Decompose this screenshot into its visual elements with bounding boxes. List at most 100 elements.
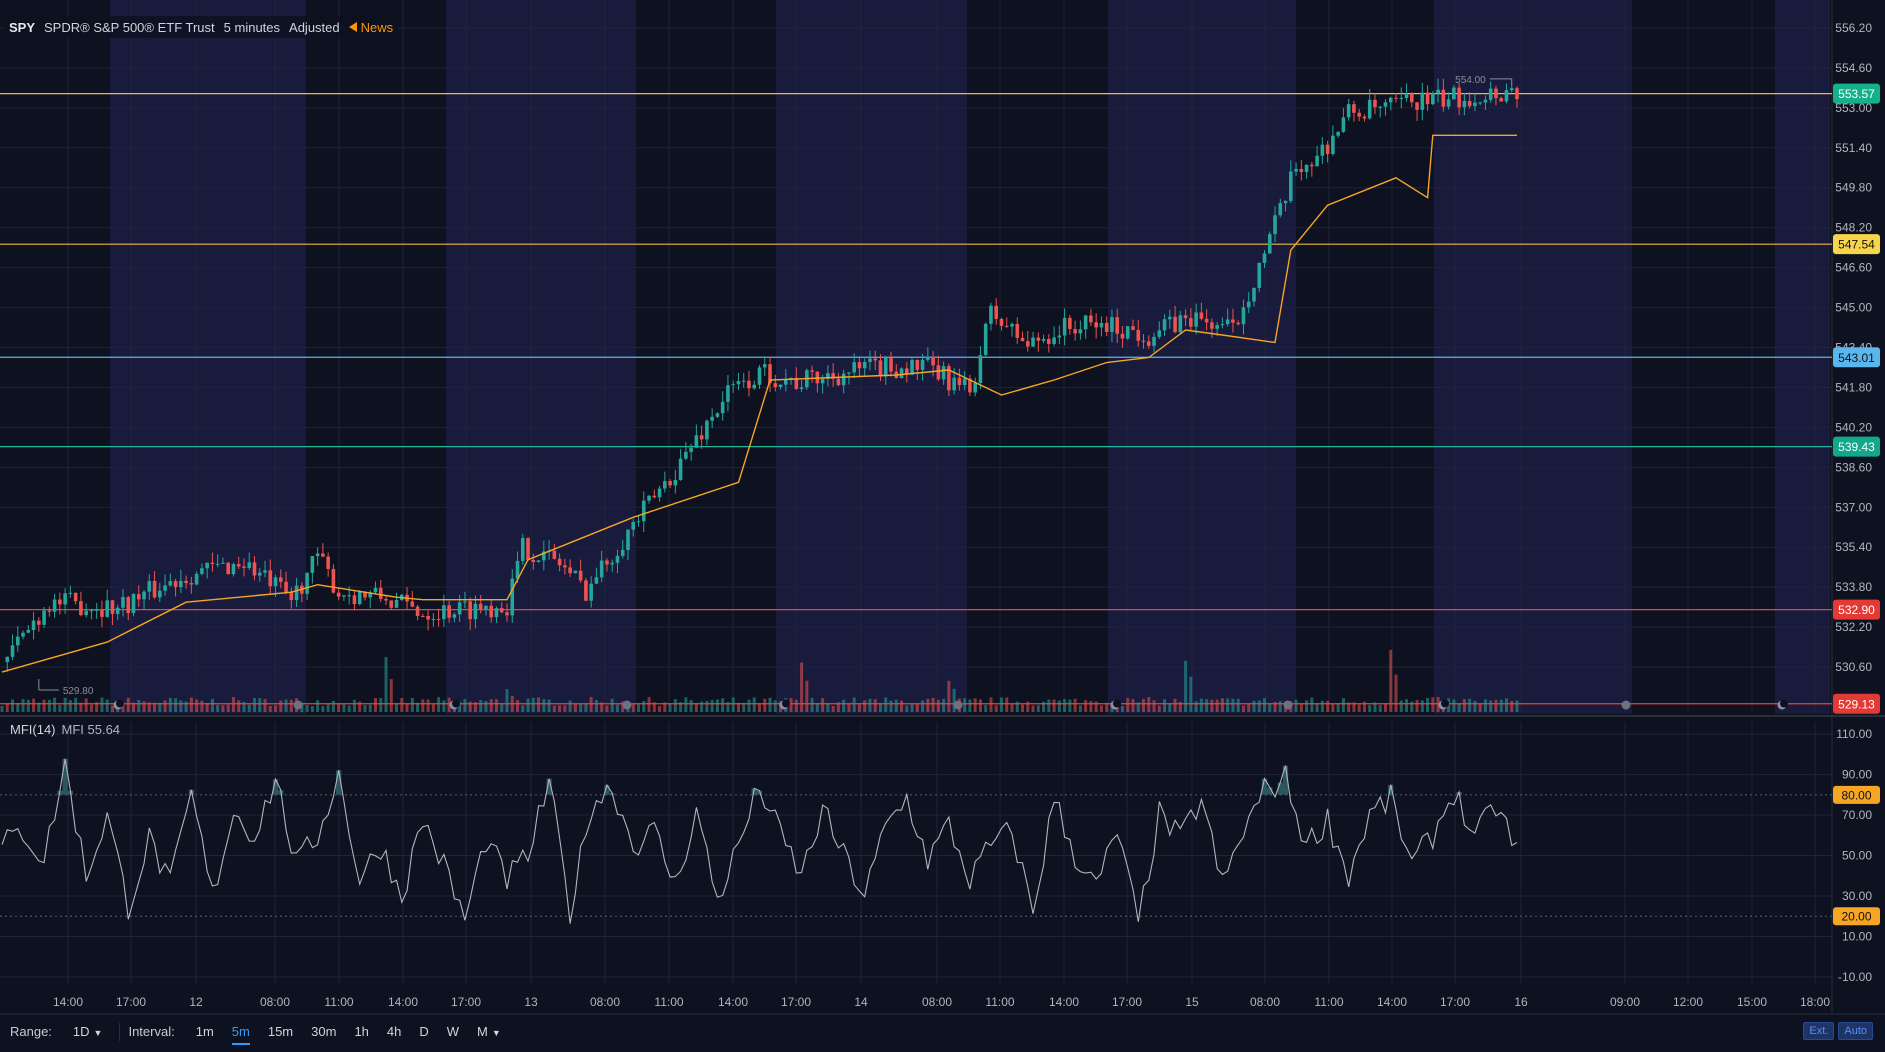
candle (1168, 316, 1172, 320)
range-dropdown[interactable]: 1D ▼ (73, 1024, 103, 1039)
candle (1115, 317, 1120, 334)
candle (452, 614, 457, 618)
price-level-badge-label: 553.57 (1838, 87, 1875, 101)
volume-bar (926, 698, 930, 712)
volume-bar (805, 680, 809, 712)
volume-bar (384, 657, 388, 712)
indicator-name[interactable]: MFI(14) (10, 722, 56, 737)
volume-bar (1331, 704, 1335, 712)
volume-bar (26, 699, 30, 712)
divider (119, 1022, 121, 1041)
price-tick-label: 546.60 (1835, 261, 1872, 275)
candle (1431, 93, 1435, 105)
interval-button-W[interactable]: W (446, 1024, 460, 1039)
candle (47, 610, 52, 612)
interval-button-1m[interactable]: 1m (195, 1024, 214, 1039)
volume-bar (963, 698, 967, 712)
candle (1152, 336, 1156, 346)
indicator-legend[interactable]: MFI(14) MFI 55.64 (10, 722, 120, 737)
auto-scale-toggle[interactable]: Auto (1838, 1022, 1873, 1040)
interval-button-30m[interactable]: 30m (311, 1024, 337, 1039)
interval-button-15m[interactable]: 15m (267, 1024, 294, 1039)
time-tick-label: 15 (1185, 995, 1199, 1009)
interval-button-5m[interactable]: 5m (231, 1024, 250, 1045)
volume-bar (773, 700, 777, 712)
volume-bar (1452, 699, 1456, 712)
candle (1325, 144, 1330, 155)
candle (226, 562, 230, 575)
candle (831, 373, 835, 379)
candle (1452, 87, 1456, 100)
news-button[interactable]: News (348, 20, 393, 35)
candle (31, 620, 36, 630)
candle (315, 553, 320, 557)
volume-bar (1142, 698, 1146, 712)
candle (1073, 329, 1077, 334)
interval-button-M[interactable]: M ▼ (477, 1024, 501, 1039)
volume-bar (58, 704, 62, 712)
candle (910, 359, 914, 375)
volume-bar (1399, 700, 1403, 712)
candle (284, 581, 288, 593)
candle (1362, 116, 1367, 119)
volume-bar (863, 700, 867, 712)
volume-bar (694, 702, 698, 712)
volume-bar (873, 699, 877, 712)
sun-circle-icon (953, 700, 963, 710)
candle (289, 592, 294, 601)
candle (1036, 337, 1041, 341)
volume-bar (1231, 698, 1235, 712)
candle (331, 568, 336, 593)
candle (810, 370, 814, 372)
price-level-badge (1833, 693, 1880, 714)
candle (1310, 164, 1314, 167)
volume-bar (1147, 697, 1151, 712)
candle (1068, 317, 1072, 330)
volume-bar (1357, 704, 1361, 712)
extended-hours-toggle[interactable]: Ext. (1803, 1022, 1835, 1040)
interval-button-1h[interactable]: 1h (354, 1024, 369, 1039)
volume-bar (821, 698, 825, 712)
volume-bar (552, 705, 556, 712)
candle (373, 587, 378, 593)
volume-bar (1052, 699, 1056, 712)
volume-bar (789, 698, 793, 712)
volume-bar (105, 699, 109, 712)
time-tick-label: 11:00 (1314, 995, 1343, 1009)
volume-bar (1120, 705, 1124, 712)
time-tick-label: 18:00 (1800, 995, 1830, 1009)
volume-bar (489, 699, 493, 712)
moon-icon (1110, 699, 1121, 710)
candle (447, 605, 451, 618)
symbol-ticker[interactable]: SPY (9, 19, 36, 35)
symbol-legend[interactable]: SPY SPDR® S&P 500® ETF Trust 5 minutes A… (4, 16, 399, 38)
candle (189, 583, 194, 585)
candle (1373, 99, 1377, 108)
volume-bar (1352, 702, 1356, 712)
candle (1315, 155, 1319, 167)
candle (1299, 168, 1304, 172)
candle (410, 601, 415, 607)
volume-bar (1336, 702, 1340, 712)
candle (610, 562, 615, 565)
interval-button-D[interactable]: D (419, 1024, 429, 1039)
candle (947, 366, 951, 391)
volume-bar (700, 701, 704, 712)
price-tick-label: 533.80 (1835, 580, 1872, 594)
candle (1504, 90, 1509, 102)
volume-bar (710, 700, 714, 712)
candle (1189, 318, 1193, 327)
candle (194, 573, 199, 585)
interval-button-4h[interactable]: 4h (386, 1024, 402, 1039)
volume-bar (1152, 700, 1156, 712)
volume-bar (1126, 698, 1130, 712)
volume-bar (479, 700, 483, 712)
volume-bar (216, 705, 220, 712)
volume-bar (936, 699, 940, 712)
candle (847, 372, 851, 374)
candle (1273, 215, 1277, 235)
volume-bar (100, 697, 104, 712)
candle (605, 560, 609, 565)
